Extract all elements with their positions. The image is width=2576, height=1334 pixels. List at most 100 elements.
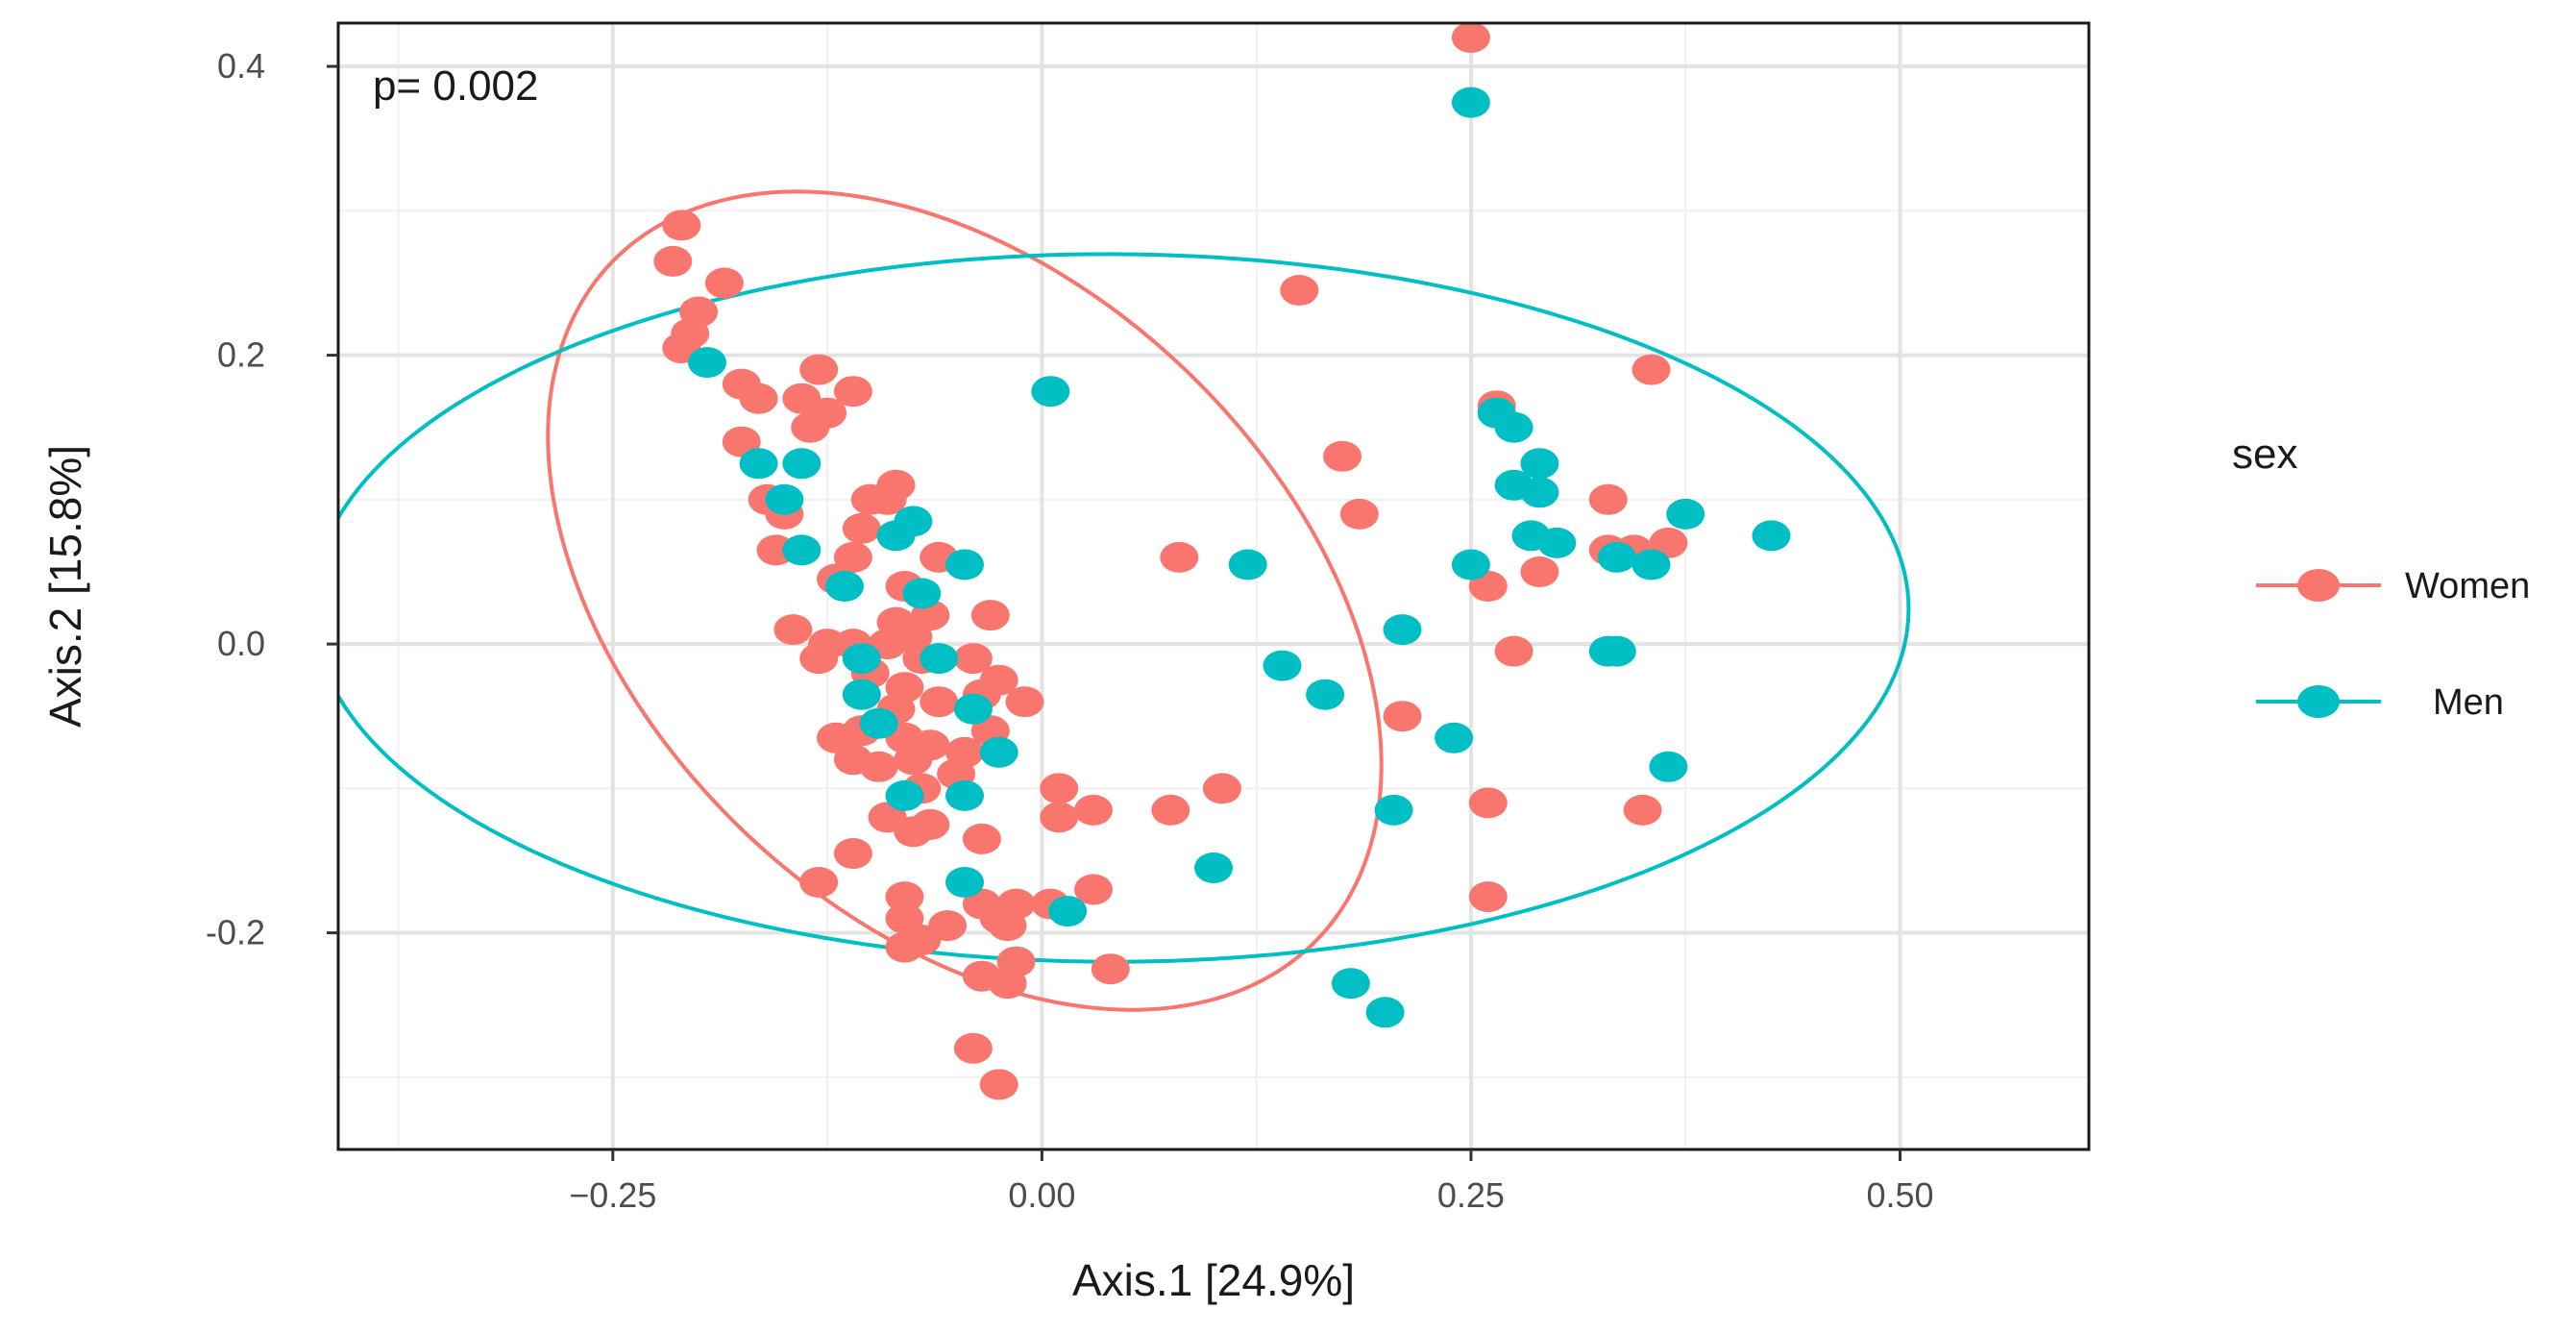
point-women xyxy=(791,411,830,443)
point-women xyxy=(1005,686,1044,718)
legend-title: sex xyxy=(2232,431,2297,478)
point-women xyxy=(920,686,959,718)
point-women xyxy=(988,910,1027,942)
point-women xyxy=(799,354,839,385)
ellipse-men xyxy=(338,252,1911,964)
legend-label: Men xyxy=(2433,682,2504,723)
ellipse-women xyxy=(546,189,1384,1012)
point-men xyxy=(953,693,993,725)
p-value-annotation: p= 0.002 xyxy=(373,62,539,110)
point-women xyxy=(1202,773,1241,804)
point-men xyxy=(1048,896,1088,927)
point-men xyxy=(1494,411,1533,443)
point-women xyxy=(1074,874,1113,905)
point-men xyxy=(945,549,984,581)
point-men xyxy=(765,483,804,515)
point-women xyxy=(988,968,1027,1000)
point-men xyxy=(1649,751,1688,782)
x-tick-label: 0.00 xyxy=(1008,1175,1075,1215)
point-women xyxy=(885,881,924,913)
point-men xyxy=(945,779,984,811)
point-men xyxy=(1031,376,1070,408)
point-men xyxy=(782,448,822,480)
point-women xyxy=(1040,773,1079,804)
point-women xyxy=(1520,556,1559,587)
point-women xyxy=(894,816,933,848)
legend-key-point xyxy=(2297,569,2340,602)
point-men xyxy=(1435,722,1474,753)
point-men xyxy=(825,571,864,602)
point-women xyxy=(1160,541,1199,573)
point-men xyxy=(739,448,778,480)
point-men xyxy=(1228,549,1267,581)
legend-items: Women Men xyxy=(2256,566,2530,723)
y-axis-title: Axis.2 [15.8%] xyxy=(40,445,90,728)
point-women xyxy=(979,1069,1018,1100)
point-men xyxy=(920,643,959,675)
point-men xyxy=(1365,997,1405,1028)
confidence-ellipses xyxy=(338,189,1911,1012)
y-tick-label: -0.2 xyxy=(206,913,265,952)
point-men xyxy=(842,643,881,675)
point-women xyxy=(653,245,693,277)
legend-item-women: Women xyxy=(2256,566,2530,606)
point-men xyxy=(1331,968,1370,1000)
point-women xyxy=(1451,23,1490,53)
point-women xyxy=(868,483,907,515)
point-women xyxy=(962,823,1001,854)
point-women xyxy=(1623,794,1662,826)
point-women xyxy=(773,614,813,646)
point-men xyxy=(885,779,924,811)
point-men xyxy=(1374,794,1413,826)
point-men xyxy=(1666,498,1705,530)
point-men xyxy=(1263,650,1302,681)
point-women xyxy=(833,838,872,869)
point-women xyxy=(1151,794,1190,826)
point-women xyxy=(1383,701,1422,732)
point-women xyxy=(1631,354,1671,385)
point-women xyxy=(970,600,1010,631)
point-men xyxy=(1537,527,1577,558)
point-women xyxy=(842,512,881,544)
legend-label: Women xyxy=(2405,566,2530,606)
point-men xyxy=(1383,614,1422,646)
point-women xyxy=(1339,498,1379,530)
point-men xyxy=(782,534,822,566)
point-women xyxy=(1588,483,1628,515)
plot-area xyxy=(338,23,1911,1100)
point-men xyxy=(688,347,726,379)
point-men xyxy=(859,707,898,739)
point-men xyxy=(945,867,984,898)
x-tick-label: −0.25 xyxy=(569,1175,656,1215)
point-women xyxy=(662,210,701,241)
point-men xyxy=(1597,541,1636,573)
point-women xyxy=(1494,635,1533,667)
legend: sex Women Men xyxy=(2232,431,2530,723)
y-tick-label: 0.4 xyxy=(217,46,265,86)
point-women xyxy=(953,1032,993,1064)
point-women xyxy=(799,867,839,898)
x-tick-label: 0.50 xyxy=(1866,1175,1933,1215)
point-women xyxy=(1091,953,1130,985)
point-women xyxy=(953,643,993,675)
x-axis-title: Axis.1 [24.9%] xyxy=(1072,1255,1355,1305)
data-points xyxy=(653,23,1791,1100)
legend-item-men: Men xyxy=(2256,682,2504,723)
point-women xyxy=(1468,787,1508,819)
point-women xyxy=(1280,275,1319,306)
point-women xyxy=(833,376,872,408)
point-men xyxy=(1451,86,1490,118)
point-women xyxy=(1323,440,1362,472)
x-tick-label: 0.25 xyxy=(1437,1175,1505,1215)
y-axis: -0.2 0.0 0.2 0.4 xyxy=(206,46,338,952)
point-men xyxy=(902,578,942,609)
y-tick-label: 0.2 xyxy=(217,335,265,375)
point-women xyxy=(979,664,1018,696)
point-men xyxy=(1631,549,1671,581)
minor-grid xyxy=(338,23,2089,1149)
x-axis: −0.25 0.00 0.25 0.50 xyxy=(569,1149,1934,1215)
y-tick-label: 0.0 xyxy=(217,624,265,663)
point-women xyxy=(799,643,839,675)
point-women xyxy=(704,267,744,299)
